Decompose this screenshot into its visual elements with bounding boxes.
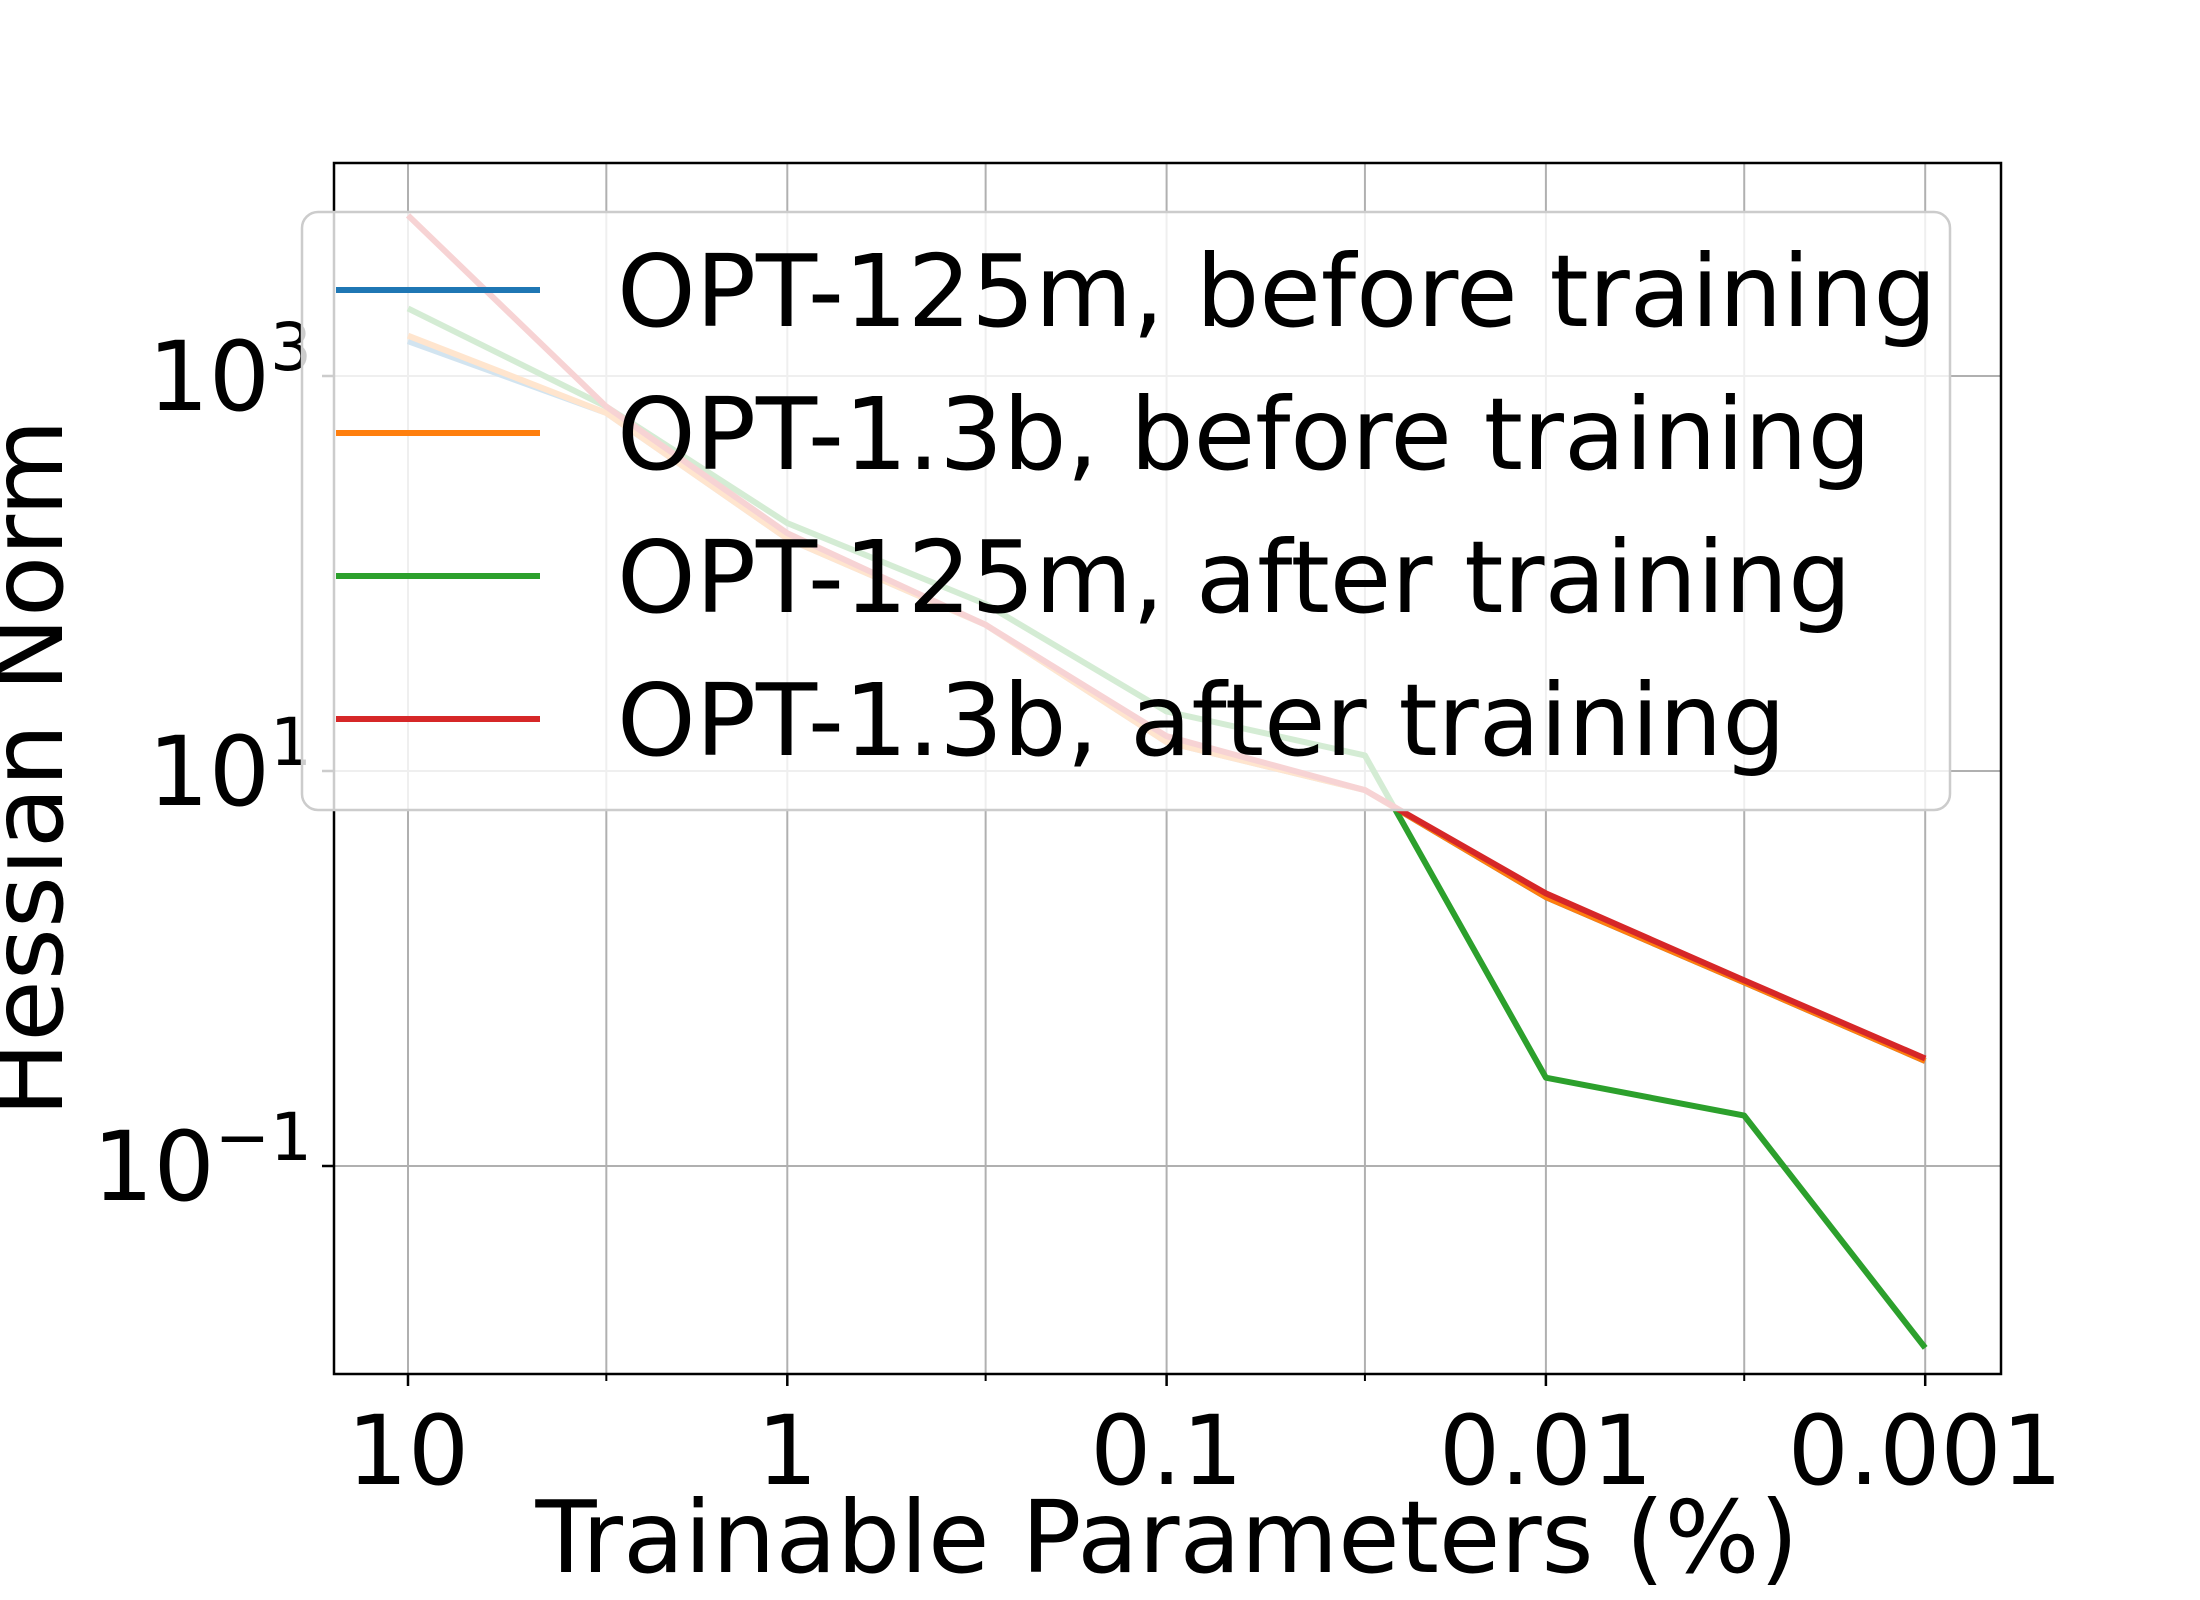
x-axis-label: Trainable Parameters (%) [535,1479,1799,1596]
y-axis-label: Hessian Norm [0,419,86,1117]
x-tick-label: 1 [757,1395,818,1507]
legend-label-1: OPT-125m, before training [617,233,1937,350]
legend-box [300,210,1952,812]
legend-label-3: OPT-125m, after training [617,519,1852,636]
y-tick-label: 10−1 [93,1099,312,1223]
legend: OPT-125m, before training OPT-1.3b, befor… [300,210,1952,812]
x-tick-label: 0.001 [1788,1395,2063,1507]
legend-items: OPT-125m, before training OPT-1.3b, befor… [336,233,1937,779]
x-tick-label: 10 [347,1395,469,1507]
x-tick-label: 0.1 [1090,1395,1243,1507]
x-tick-label: 0.01 [1439,1395,1653,1507]
y-tick-label: 101 [148,704,312,828]
y-tick-label: 103 [148,309,312,433]
legend-label-4: OPT-1.3b, after training [617,662,1786,779]
legend-label-2: OPT-1.3b, before training [617,376,1871,493]
